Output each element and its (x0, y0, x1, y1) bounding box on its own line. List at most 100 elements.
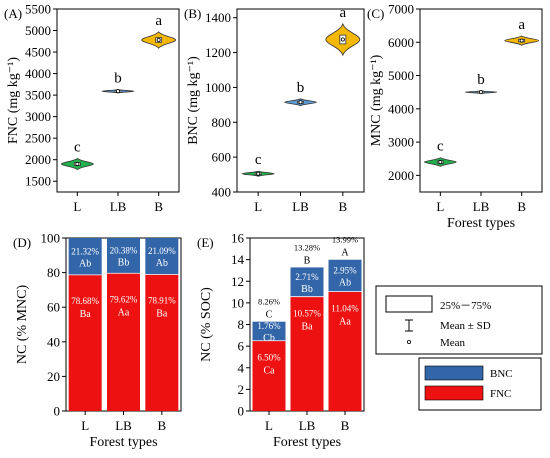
bnc-significance-letter: Bb (118, 258, 130, 269)
panel-a-fnc-violin: 1500 2000 2500 3000 3500 4000 4500 5000 5500 L LB B… (4, 2, 180, 214)
bnc-percent-label: 2.71% (295, 272, 319, 282)
fnc-percent-label: 10.57% (293, 309, 321, 319)
mean-marker-lb (478, 90, 483, 95)
bar-fnc-b (328, 291, 362, 411)
y-tick-label: 3500 (25, 88, 51, 103)
bnc-significance-letter: Ab (79, 258, 91, 269)
y-tick-label: 3000 (388, 135, 414, 150)
x-tick-label: LB (115, 418, 132, 433)
bar-color-legend: BNC FNC (418, 357, 542, 411)
mean-marker-l (75, 162, 80, 167)
y-tick-label: 400 (212, 185, 232, 200)
y-tick-label: 10 (231, 295, 244, 310)
bar-fnc-l (252, 340, 286, 411)
y-tick-label: 20 (47, 369, 60, 384)
y-axis-label: MNC (mg kg⁻¹) (369, 54, 384, 146)
significance-letter: a (518, 17, 525, 33)
x-tick-label: B (338, 199, 347, 214)
legend-iqr-label: 25%－75% (440, 300, 491, 312)
bar-bnc-l (68, 238, 102, 275)
y-tick-label: 100 (41, 231, 61, 246)
legend-label-bnc: BNC (490, 368, 513, 380)
mean-marker-b (156, 38, 161, 43)
fnc-percent-label: 78.91% (148, 295, 176, 305)
panel-c-mnc-violin: 2000 3000 4000 5000 6000 7000 L LB B MNC (mg kg⁻¹… (367, 2, 543, 231)
y-tick-label: 1000 (205, 80, 231, 95)
mean-marker-l (438, 160, 443, 165)
x-tick-label: LB (110, 199, 127, 214)
y-tick-label: 60 (47, 300, 60, 315)
x-tick-label: B (341, 418, 350, 433)
fnc-significance-letter: Ca (263, 366, 275, 377)
bnc-significance-letter: Ab (156, 258, 168, 269)
bnc-significance-letter: Cb (263, 333, 275, 344)
fnc-significance-letter: Ba (80, 309, 92, 320)
y-axis-label: NC (% MNC) (15, 285, 30, 365)
y-tick-label: 2000 (388, 168, 414, 183)
legend-label-fnc: FNC (490, 388, 511, 400)
legend-iqr-box (385, 295, 433, 313)
x-tick-label: LB (473, 199, 490, 214)
x-axis-label: Forest types (447, 216, 515, 231)
bar-bnc-lb (290, 267, 324, 297)
bar-fnc-l (68, 274, 102, 411)
y-tick-label: 2500 (25, 131, 51, 146)
mean-marker-lb (298, 100, 303, 105)
mean-marker-b (340, 37, 345, 42)
y-tick-label: 6000 (388, 35, 414, 50)
bnc-percent-label: 20.38% (110, 246, 138, 256)
bnc-significance-letter: Bb (301, 284, 313, 295)
bnc-percent-label: 21.32% (71, 246, 99, 256)
x-tick-label: B (157, 418, 166, 433)
total-significance-letter: C (266, 310, 273, 321)
significance-letter: c (437, 139, 444, 155)
y-tick-label: 8 (238, 317, 245, 332)
bar-bnc-b (145, 238, 179, 275)
y-axis-label: BNC (mg kg⁻¹) (186, 56, 201, 145)
panel-label: (C) (367, 6, 384, 21)
y-tick-label: 3000 (25, 109, 51, 124)
y-tick-label: 1400 (205, 10, 231, 25)
x-tick-label: LB (299, 418, 316, 433)
y-tick-label: 0 (54, 404, 61, 419)
y-tick-label: 2000 (25, 152, 51, 167)
y-tick-label: 80 (47, 265, 60, 280)
y-tick-label: 0 (238, 404, 245, 419)
fnc-significance-letter: Ba (156, 308, 168, 319)
fnc-percent-label: 79.62% (110, 294, 138, 304)
bnc-percent-label: 2.95% (333, 266, 357, 276)
total-percent-label: 8.26% (258, 297, 280, 307)
y-tick-label: 14 (231, 252, 245, 267)
y-tick-label: 600 (212, 150, 232, 165)
panel-label: (B) (184, 6, 201, 21)
y-tick-label: 5000 (25, 23, 51, 38)
significance-letter: a (339, 5, 346, 21)
total-percent-label: 13.28% (294, 242, 320, 252)
y-axis-label: FNC (mg kg⁻¹) (6, 57, 21, 144)
y-tick-label: 4 (238, 360, 245, 375)
bar-bnc-lb (107, 238, 140, 274)
panel-e-nc-soc-bars: 0 2 4 6 8 10 12 14 16 L LB B NC (% SOC) (E) Forest typ… (197, 231, 365, 450)
x-tick-label: B (154, 199, 163, 214)
y-tick-label: 7000 (388, 2, 414, 17)
y-axis-label: NC (% SOC) (199, 287, 214, 362)
legend-mean-label: Mean (440, 337, 466, 349)
significance-letter: b (114, 71, 122, 87)
bnc-significance-letter: Ab (339, 278, 351, 289)
panel-d-nc-mnc-bars: 0 20 40 60 80 100 L LB B NC (% MNC) (D) Forest type… (13, 231, 182, 450)
fnc-significance-letter: Aa (118, 307, 130, 318)
boxplot-legend: 25%－75% Mean ± SD Mean (375, 285, 543, 355)
x-axis-label: Forest types (273, 435, 341, 450)
y-tick-label: 16 (231, 231, 245, 246)
x-tick-label: B (517, 199, 526, 214)
significance-letter: a (155, 13, 162, 29)
x-tick-label: L (81, 418, 89, 433)
total-significance-letter: A (341, 248, 349, 259)
y-tick-label: 1200 (205, 45, 231, 60)
y-tick-label: 4000 (388, 101, 414, 116)
x-tick-label: L (436, 199, 444, 214)
mean-marker-b (519, 38, 524, 43)
x-tick-label: LB (292, 199, 309, 214)
panel-label: (A) (4, 6, 22, 21)
